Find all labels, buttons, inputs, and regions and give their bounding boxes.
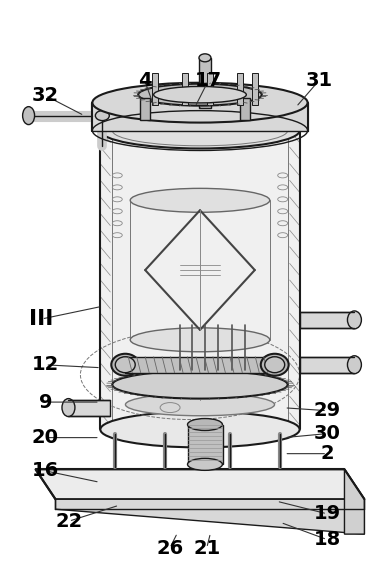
Text: 17: 17 (195, 71, 222, 90)
Ellipse shape (115, 356, 135, 373)
Ellipse shape (92, 83, 308, 122)
Ellipse shape (126, 393, 275, 416)
Bar (240, 98, 250, 120)
Text: 29: 29 (314, 401, 341, 420)
Bar (252, 73, 258, 105)
Text: 32: 32 (32, 86, 59, 105)
Text: 2: 2 (320, 444, 334, 463)
Ellipse shape (100, 113, 300, 148)
Bar (140, 98, 150, 120)
Ellipse shape (96, 110, 109, 121)
Ellipse shape (112, 371, 288, 398)
Text: III: III (29, 309, 54, 329)
Text: 30: 30 (314, 424, 340, 443)
Ellipse shape (23, 106, 35, 125)
Bar (188, 424, 223, 465)
Ellipse shape (154, 86, 246, 103)
Ellipse shape (138, 84, 262, 106)
Ellipse shape (111, 354, 139, 375)
Bar (152, 73, 158, 105)
Polygon shape (55, 499, 364, 534)
Bar (92, 103, 308, 131)
Polygon shape (69, 400, 110, 416)
Text: 4: 4 (138, 71, 151, 90)
Text: 21: 21 (193, 539, 220, 558)
Bar (125, 356, 280, 373)
Text: 31: 31 (306, 71, 333, 90)
Ellipse shape (199, 54, 211, 62)
Polygon shape (35, 469, 364, 499)
Text: 19: 19 (314, 504, 341, 523)
Ellipse shape (188, 419, 222, 431)
Text: 26: 26 (156, 539, 183, 558)
Text: 9: 9 (39, 393, 52, 412)
Text: 20: 20 (32, 428, 59, 447)
Ellipse shape (347, 311, 362, 329)
Ellipse shape (130, 189, 270, 212)
Ellipse shape (130, 328, 270, 352)
Bar (237, 73, 243, 105)
Bar (182, 73, 188, 105)
Text: 18: 18 (314, 530, 341, 549)
Ellipse shape (347, 356, 362, 374)
Ellipse shape (265, 356, 285, 373)
Polygon shape (300, 312, 355, 328)
Text: 12: 12 (32, 355, 59, 374)
Text: 22: 22 (55, 512, 82, 531)
Bar (100, 131, 300, 430)
Bar (207, 73, 213, 105)
Text: 16: 16 (32, 461, 59, 480)
Bar (199, 58, 211, 108)
Ellipse shape (100, 412, 300, 447)
Ellipse shape (62, 398, 75, 416)
Polygon shape (300, 356, 355, 373)
Ellipse shape (261, 354, 289, 375)
Ellipse shape (188, 458, 222, 470)
Polygon shape (344, 469, 364, 534)
